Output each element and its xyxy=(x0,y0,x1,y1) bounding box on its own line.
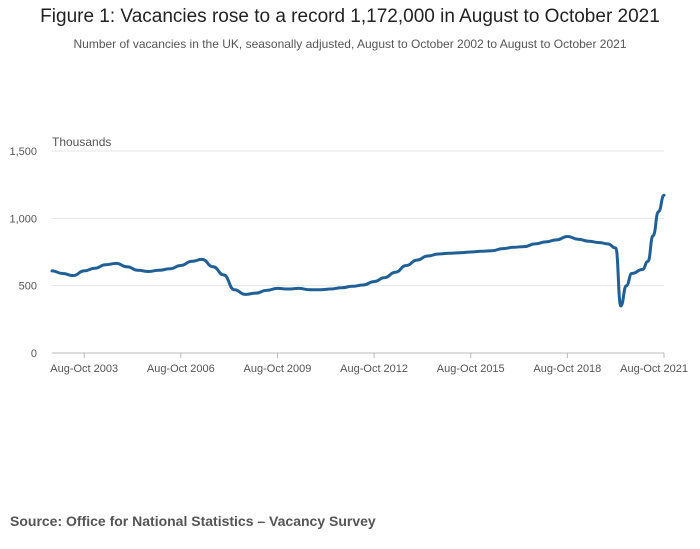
series-line xyxy=(50,193,666,308)
gridlines xyxy=(52,150,664,287)
chart-title: Figure 1: Vacancies rose to a record 1,1… xyxy=(40,6,660,27)
source-note: Source: Office for National Statistics –… xyxy=(10,513,376,529)
x-tick-label: Aug-Oct 2015 xyxy=(437,363,505,375)
x-tick-label: Aug-Oct 2009 xyxy=(244,363,312,375)
x-tick-label: Aug-Oct 2018 xyxy=(533,363,601,375)
y-tick-label: 1,500 xyxy=(9,146,37,158)
chart-subtitle: Number of vacancies in the UK, seasonall… xyxy=(73,37,627,51)
x-tick-label: Aug-Oct 2012 xyxy=(340,363,408,375)
x-tick-label: Aug-Oct 2006 xyxy=(147,363,215,375)
axes: 0 500 1,000 1,500 Thousands Aug-Oct 2003 Aug-O… xyxy=(9,135,688,375)
x-tick-label: Aug-Oct 2003 xyxy=(50,363,118,375)
x-tick-label: Aug-Oct 2021 xyxy=(620,363,688,375)
y-tick-label: 500 xyxy=(19,281,37,293)
y-tick-label: 0 xyxy=(31,348,37,360)
y-axis-label: Thousands xyxy=(52,135,111,149)
series-layer xyxy=(50,193,666,308)
y-tick-label: 1,000 xyxy=(9,213,37,225)
